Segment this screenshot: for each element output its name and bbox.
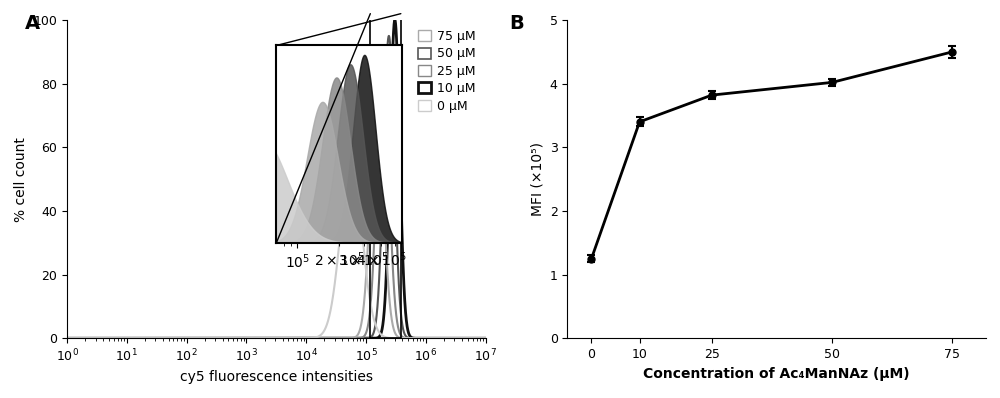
Y-axis label: MFI (×10⁵): MFI (×10⁵) [530, 142, 544, 216]
Legend: 75 μM, 50 μM, 25 μM, 10 μM, 0 μM: 75 μM, 50 μM, 25 μM, 10 μM, 0 μM [415, 26, 480, 116]
Bar [370, 14, 401, 338]
X-axis label: Concentration of Ac₄ManNAz (μM): Concentration of Ac₄ManNAz (μM) [643, 367, 910, 380]
Y-axis label: % cell count: % cell count [14, 137, 28, 222]
Text: B: B [509, 14, 524, 33]
X-axis label: cy5 fluorescence intensities: cy5 fluorescence intensities [180, 370, 373, 384]
Text: A: A [25, 14, 40, 33]
